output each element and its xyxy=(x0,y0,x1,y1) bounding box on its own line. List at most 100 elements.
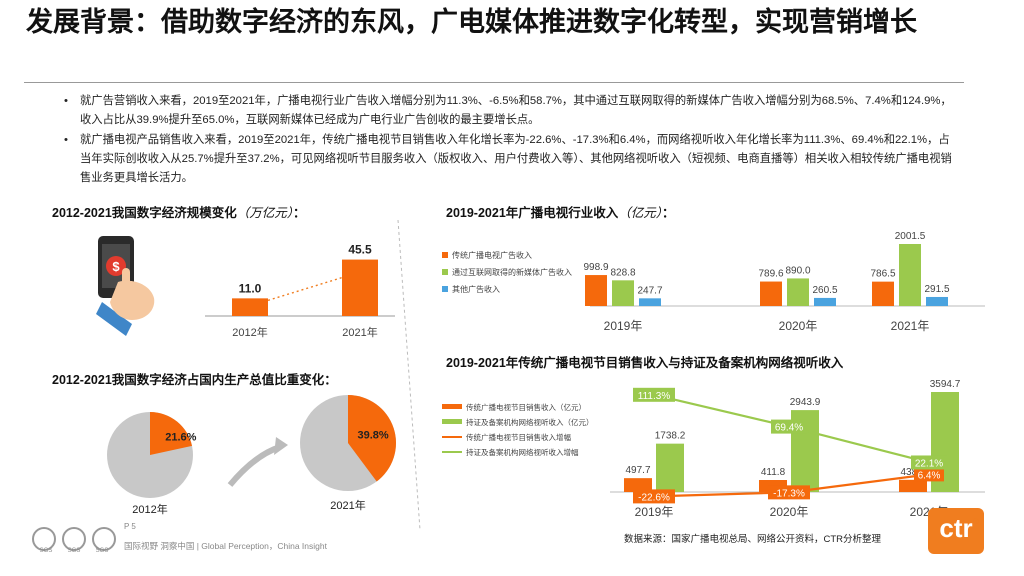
curved-arrow-icon xyxy=(274,437,288,455)
legend-swatch xyxy=(442,286,448,292)
legend-swatch xyxy=(442,419,462,424)
bar xyxy=(624,478,652,492)
data-label: 998.9 xyxy=(583,262,608,273)
bullet-ad-revenue: • 就广告营销收入来看，2019至2021年，广播电视行业广告收入增幅分别为11… xyxy=(64,92,960,130)
bullet-marker: • xyxy=(64,134,68,146)
section-title-program-sales-vs-online: 2019-2021年传统广播电视节目销售收入与持证及备案机构网络视听收入 xyxy=(446,356,844,370)
legend-swatch xyxy=(442,252,448,258)
data-label-box xyxy=(911,455,947,470)
trend-line xyxy=(267,276,343,302)
chart-gdp-share-pies: 21.6% 2012年 39.8% 2021年 xyxy=(107,395,396,516)
bar xyxy=(342,259,378,316)
data-label: 497.7 xyxy=(625,465,650,476)
bullet-product-sales: • 就广播电视产品销售收入来看，2019至2021年，传统广播电视节目销售收入年… xyxy=(64,131,960,188)
data-label: -17.3% xyxy=(773,488,805,499)
certification-badge-icon xyxy=(62,527,86,551)
legend-label: 传统广播电视节目销售收入增幅 xyxy=(466,432,571,442)
footer-tagline: 国际视野 洞察中国 | Global Perception，China Insi… xyxy=(124,541,327,551)
chart-digital-economy-scale: 11.0 2012年 45.5 2021年 xyxy=(205,243,395,339)
bar xyxy=(814,297,836,306)
bar xyxy=(585,275,607,306)
legend-label: 其他广告收入 xyxy=(452,284,500,294)
page-title: 发展背景：借助数字经济的东风，广电媒体推进数字化转型，实现营销增长 xyxy=(26,7,917,37)
section-title-digital-economy-scale: 2012-2021我国数字经济规模变化（万亿元）： xyxy=(52,206,306,220)
data-label-box xyxy=(771,419,807,434)
curved-arrow-icon xyxy=(227,444,281,487)
data-label: 260.5 xyxy=(812,285,837,296)
section-title-broadcast-revenue: 2019-2021年广播电视行业收入（亿元）： xyxy=(446,206,675,220)
bar xyxy=(639,298,661,306)
category-label: 2020年 xyxy=(779,319,818,333)
data-label: 45.5 xyxy=(348,243,372,257)
category-label: 2020年 xyxy=(770,505,809,519)
legend-label: 持证及备案机构网络视听收入增幅 xyxy=(466,447,579,457)
legend-swatch xyxy=(442,269,448,275)
title-divider xyxy=(24,82,964,83)
bullet-text: 就广告营销收入来看，2019至2021年，广播电视行业广告收入增幅分别为11.3… xyxy=(80,95,952,126)
chart-program-sales-online: 497.7 1738.2 2019年 411.8 2943.9 2020年 438.2 359… xyxy=(442,380,985,519)
category-label: 2021年 xyxy=(330,498,365,512)
legend-label: 通过互联网取得的新媒体广告收入 xyxy=(452,267,572,277)
certification-badge-icon xyxy=(92,527,116,551)
data-source-note: 数据来源：国家广播电视总局、网络公开资料，CTR分析整理 xyxy=(624,534,882,545)
data-label: 22.1% xyxy=(915,458,943,469)
pie-label: 21.6% xyxy=(165,432,196,444)
registered-mark: ® xyxy=(973,517,979,526)
bullet-text: 就广播电视产品销售收入来看，2019至2021年，传统广播电视节目销售收入年化增… xyxy=(80,134,952,184)
category-label: 2012年 xyxy=(132,502,167,516)
bar xyxy=(612,280,634,306)
data-label: 69.4% xyxy=(775,423,803,434)
dashed-divider xyxy=(397,219,421,531)
certification-badge-icon xyxy=(32,527,56,551)
data-label: 247.7 xyxy=(637,285,662,296)
data-label: 2001.5 xyxy=(895,231,926,242)
data-label: 789.6 xyxy=(758,269,783,280)
legend-swatch xyxy=(442,404,462,409)
bar xyxy=(899,244,921,306)
category-label: 2019年 xyxy=(635,505,674,519)
phone-payment-illustration: $ xyxy=(96,236,155,336)
category-label: 2012年 xyxy=(232,325,267,339)
section-title-digital-economy-gdp-share: 2012-2021我国数字经济占国内生产总值比重变化： xyxy=(52,373,337,387)
ctr-logo-text: ctr xyxy=(939,513,973,543)
bar xyxy=(872,281,894,306)
bar xyxy=(926,296,948,306)
legend-label: 持证及备案机构网络视听收入（亿元） xyxy=(466,417,594,427)
data-label-box xyxy=(633,489,675,504)
data-label: 890.0 xyxy=(785,265,810,276)
legend-label: 传统广播电视节目销售收入（亿元） xyxy=(466,402,586,412)
data-label: 2943.9 xyxy=(790,397,821,408)
pie-slice-share xyxy=(150,412,193,455)
pie-slice-share xyxy=(348,395,396,482)
badge-labels: SGS SGS SGS xyxy=(39,548,109,554)
category-label: 2021年 xyxy=(342,325,377,339)
bar xyxy=(760,281,782,306)
data-label: 3594.7 xyxy=(930,380,961,390)
data-label: 828.8 xyxy=(610,267,635,278)
data-label-box xyxy=(633,387,675,402)
pie-label: 39.8% xyxy=(357,430,388,442)
bullet-marker: • xyxy=(64,95,68,107)
category-label: 2021年 xyxy=(891,319,930,333)
data-label: 111.3% xyxy=(638,391,671,402)
data-label: -22.6% xyxy=(638,492,670,503)
data-label: 11.0 xyxy=(239,281,262,295)
data-label-box xyxy=(914,467,944,482)
bar xyxy=(787,278,809,306)
bar xyxy=(656,443,684,492)
legend-label: 传统广播电视广告收入 xyxy=(452,250,532,260)
data-label: 786.5 xyxy=(870,269,895,280)
bar xyxy=(899,479,927,492)
ctr-logo xyxy=(928,508,984,554)
bar xyxy=(232,298,268,316)
data-label: 438.2 xyxy=(900,467,925,478)
data-label: 6.4% xyxy=(918,470,941,481)
category-label: 2019年 xyxy=(604,319,643,333)
data-label: 411.8 xyxy=(761,467,786,478)
data-label: 1738.2 xyxy=(655,431,686,442)
data-label: 291.5 xyxy=(924,284,949,295)
data-label-box xyxy=(768,485,810,500)
page-number: P 5 xyxy=(124,522,136,531)
svg-text:$: $ xyxy=(112,259,120,274)
